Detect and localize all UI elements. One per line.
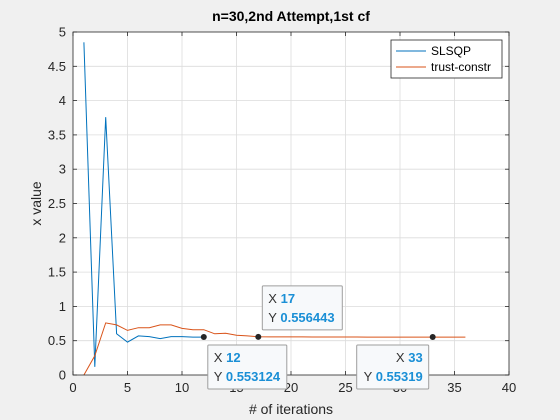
x-tick-label: 40 bbox=[502, 380, 516, 395]
y-tick-label: 0.5 bbox=[48, 333, 66, 348]
datatip-box bbox=[261, 285, 343, 331]
datatip-y: Y 0.556443 bbox=[268, 310, 334, 325]
datatip-box bbox=[207, 344, 288, 390]
datatip-x: X 33 bbox=[396, 350, 423, 365]
x-tick-label: 0 bbox=[69, 380, 76, 395]
x-tick-label: 5 bbox=[124, 380, 131, 395]
datatip-marker bbox=[200, 334, 207, 341]
datatip-y: Y 0.553124 bbox=[214, 369, 281, 384]
y-axis-label: x value bbox=[28, 181, 44, 226]
y-tick-label: 2 bbox=[59, 230, 66, 245]
legend-label: trust-constr bbox=[431, 60, 491, 74]
legend-label: SLSQP bbox=[431, 44, 471, 58]
y-tick-label: 1 bbox=[59, 299, 66, 314]
y-tick-label: 4.5 bbox=[48, 59, 66, 74]
legend-box bbox=[390, 39, 503, 79]
x-tick-label: 35 bbox=[447, 380, 461, 395]
series-group bbox=[83, 42, 466, 376]
y-tick-label: 3 bbox=[59, 162, 66, 177]
datatip-y: Y 0.55319 bbox=[364, 369, 423, 384]
y-tick-label: 4 bbox=[59, 93, 66, 108]
datatip-marker bbox=[255, 333, 262, 340]
series-line-trust-constr bbox=[83, 322, 466, 376]
y-tick-label: 1.5 bbox=[48, 265, 66, 280]
series-line-slsqp bbox=[83, 42, 204, 367]
y-tick-label: 2.5 bbox=[48, 196, 66, 211]
legend: SLSQP trust-constr bbox=[390, 39, 503, 79]
datatip-x: X 12 bbox=[214, 350, 241, 365]
x-axis-label: # of iterations bbox=[249, 401, 333, 417]
x-tick-label: 10 bbox=[175, 380, 189, 395]
datatip-x: X 17 bbox=[268, 291, 295, 306]
x-tick-label: 20 bbox=[284, 380, 298, 395]
datatip-box bbox=[356, 344, 430, 390]
y-tick-label: 5 bbox=[59, 25, 66, 40]
y-tick-label: 0 bbox=[59, 368, 66, 383]
x-tick-label: 25 bbox=[338, 380, 352, 395]
datatips: X 12 Y 0.553124 X 17 Y 0.556443 X 33 Y 0.5531… bbox=[200, 285, 436, 390]
grid bbox=[73, 32, 509, 375]
y-tick-label: 3.5 bbox=[48, 127, 66, 142]
chart-title: n=30,2nd Attempt,1st cf bbox=[212, 8, 370, 24]
ticks: 051015202530354000.511.522.533.544.55 bbox=[48, 25, 516, 396]
datatip-marker bbox=[429, 334, 436, 341]
